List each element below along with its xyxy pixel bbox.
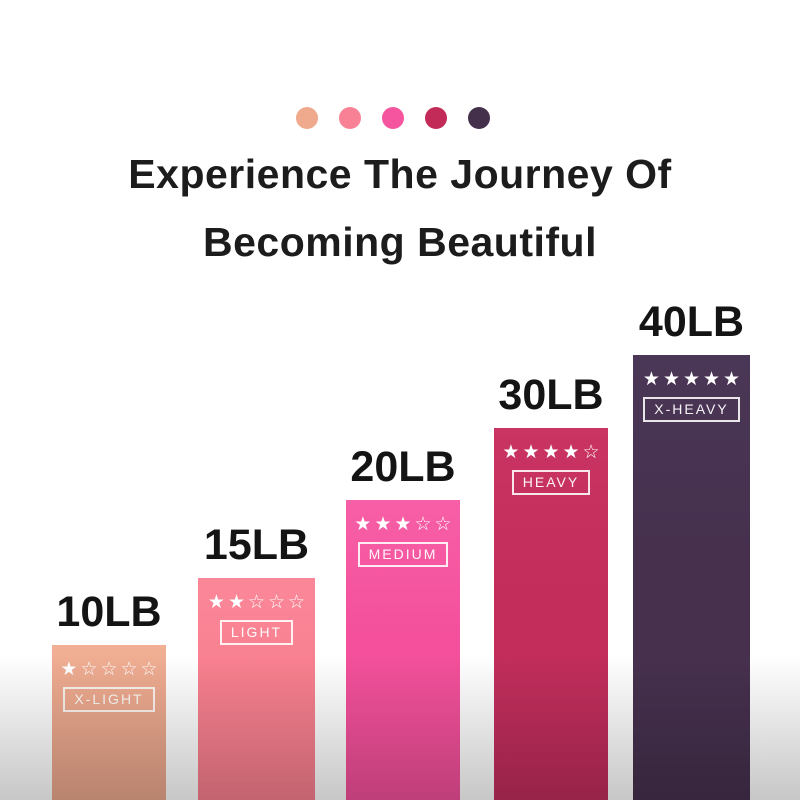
star-rating: ★☆☆☆☆	[60, 659, 161, 680]
level-badge: HEAVY	[511, 470, 591, 495]
bar-30lb: 30LB ★★★★☆ HEAVY	[494, 371, 608, 800]
bar-15lb: 15LB ★★☆☆☆ LIGHT	[198, 521, 315, 800]
title-line-2: Becoming Beautiful	[203, 219, 597, 265]
bar-weight-label: 30LB	[498, 371, 604, 419]
bar-20lb: 20LB ★★★☆☆ MEDIUM	[346, 443, 460, 800]
bar-weight-label: 40LB	[638, 298, 745, 346]
bar-10lb: 10LB ★☆☆☆☆ X-LIGHT	[52, 588, 166, 800]
star-rating: ★★★★★	[642, 369, 744, 390]
level-badge: X-LIGHT	[63, 687, 155, 712]
palette-dot-light	[339, 107, 361, 129]
bar-weight-label: 20LB	[350, 443, 456, 491]
bar-weight-label: 10LB	[56, 588, 162, 636]
palette-dots	[0, 107, 786, 129]
palette-dot-heavy	[425, 107, 447, 129]
star-rating: ★★★★☆	[502, 442, 603, 463]
palette-dot-x-light	[296, 107, 318, 129]
star-rating: ★★★☆☆	[354, 514, 455, 535]
level-badge: MEDIUM	[357, 542, 449, 567]
bar-40lb: 40LB ★★★★★ X-HEAVY	[633, 298, 750, 800]
palette-dot-medium	[382, 107, 404, 129]
level-badge: X-HEAVY	[643, 397, 740, 422]
palette-dot-x-heavy	[468, 107, 490, 129]
bar-weight-label: 15LB	[203, 521, 310, 569]
page-title: Experience The Journey Of Becoming Beaut…	[0, 140, 800, 276]
star-rating: ★★☆☆☆	[207, 592, 309, 613]
level-badge: LIGHT	[219, 620, 294, 645]
title-line-1: Experience The Journey Of	[128, 151, 672, 197]
